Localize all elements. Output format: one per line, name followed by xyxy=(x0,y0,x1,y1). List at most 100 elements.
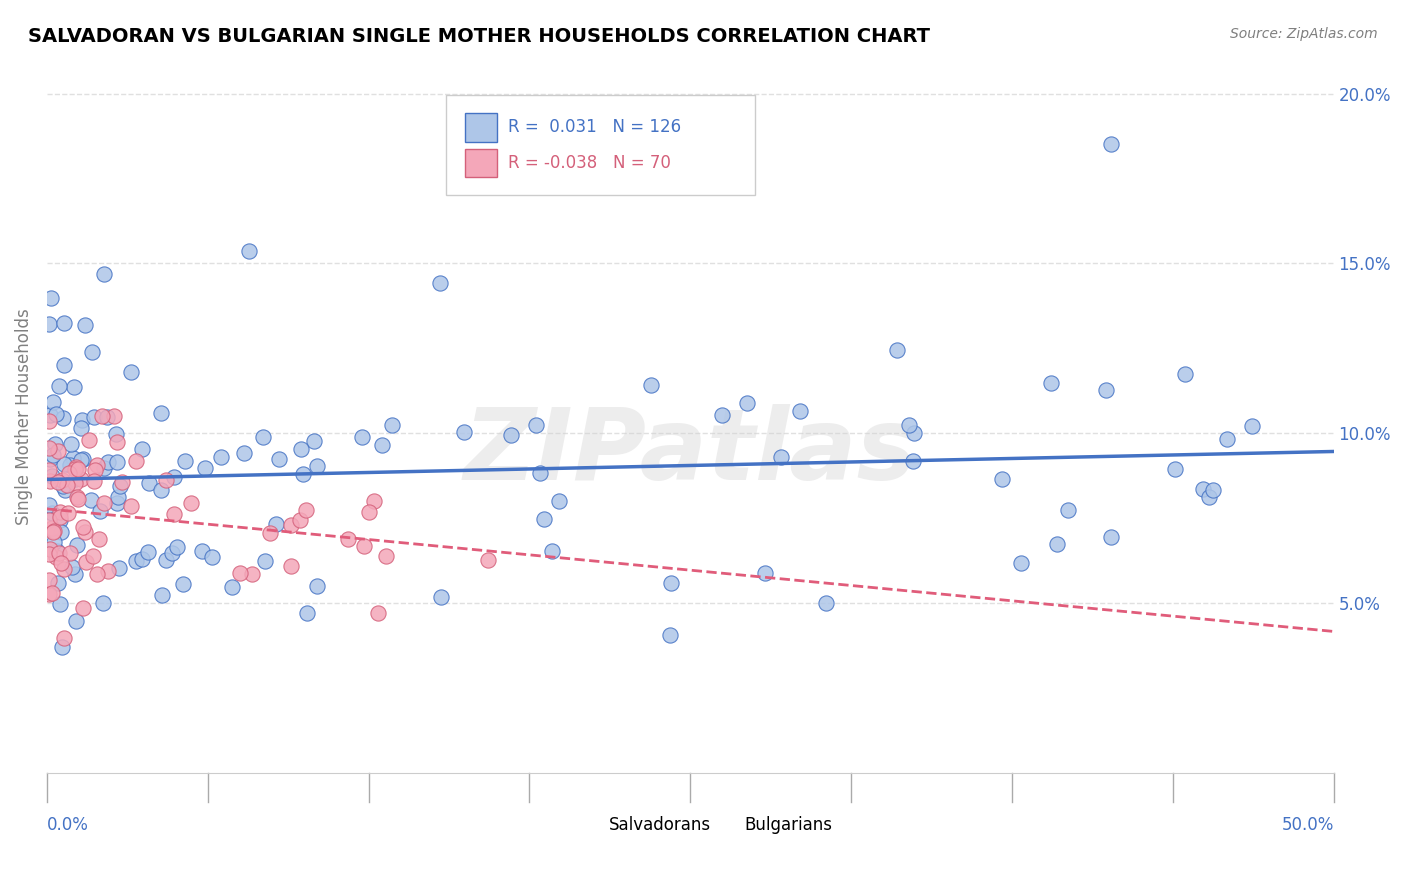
Bulgarians xyxy=(228,566,250,581)
Salvadorans xyxy=(292,467,315,482)
Salvadorans xyxy=(93,268,115,282)
Salvadorans xyxy=(352,430,374,444)
Bulgarians xyxy=(363,494,385,508)
Bulgarians xyxy=(240,566,263,581)
Bulgarians xyxy=(49,556,72,570)
Bulgarians xyxy=(56,478,79,492)
Salvadorans xyxy=(83,409,105,424)
Bulgarians xyxy=(46,444,69,458)
Bulgarians xyxy=(180,496,202,510)
Salvadorans xyxy=(60,437,83,451)
Bulgarians xyxy=(51,473,73,487)
Bulgarians xyxy=(38,573,60,587)
Salvadorans xyxy=(754,566,776,580)
Bulgarians xyxy=(38,414,60,428)
Salvadorans xyxy=(290,442,312,456)
Salvadorans xyxy=(131,442,153,456)
Salvadorans xyxy=(903,425,925,440)
Salvadorans xyxy=(80,345,103,359)
Salvadorans xyxy=(789,403,811,417)
Salvadorans xyxy=(238,244,260,258)
Salvadorans xyxy=(41,468,63,483)
Salvadorans xyxy=(38,317,60,331)
Salvadorans xyxy=(38,408,60,422)
Salvadorans xyxy=(541,544,564,558)
Salvadorans xyxy=(38,498,60,512)
Salvadorans xyxy=(48,576,70,591)
Salvadorans xyxy=(194,460,217,475)
Salvadorans xyxy=(62,380,84,394)
Bulgarians xyxy=(280,518,302,533)
Salvadorans xyxy=(42,535,65,549)
Bulgarians xyxy=(38,513,60,527)
Salvadorans xyxy=(93,461,115,475)
Salvadorans xyxy=(307,459,329,474)
Bulgarians xyxy=(163,508,186,522)
Text: SALVADORAN VS BULGARIAN SINGLE MOTHER HOUSEHOLDS CORRELATION CHART: SALVADORAN VS BULGARIAN SINGLE MOTHER HO… xyxy=(28,27,931,45)
Salvadorans xyxy=(201,550,224,565)
Salvadorans xyxy=(39,452,62,467)
Salvadorans xyxy=(91,596,114,610)
Salvadorans xyxy=(160,545,183,559)
Salvadorans xyxy=(191,543,214,558)
Salvadorans xyxy=(453,425,475,439)
Salvadorans xyxy=(737,396,759,410)
Text: 0.0%: 0.0% xyxy=(46,816,89,834)
Salvadorans xyxy=(221,580,243,594)
Text: Bulgarians: Bulgarians xyxy=(744,815,832,833)
Text: R = -0.038   N = 70: R = -0.038 N = 70 xyxy=(508,154,671,172)
Salvadorans xyxy=(711,409,734,423)
Salvadorans xyxy=(60,559,83,574)
Bulgarians xyxy=(44,524,66,538)
Bulgarians xyxy=(52,562,75,576)
Salvadorans xyxy=(898,418,921,433)
Salvadorans xyxy=(381,417,404,432)
Salvadorans xyxy=(70,453,93,467)
Salvadorans xyxy=(44,437,66,451)
Bulgarians xyxy=(288,513,311,527)
Salvadorans xyxy=(266,517,288,532)
Bulgarians xyxy=(82,549,104,563)
Bulgarians xyxy=(48,546,70,560)
Salvadorans xyxy=(232,445,254,459)
Salvadorans xyxy=(120,365,142,379)
Bulgarians xyxy=(374,549,396,563)
Salvadorans xyxy=(533,512,555,526)
Salvadorans xyxy=(49,513,72,527)
Salvadorans xyxy=(524,418,547,433)
Bulgarians xyxy=(86,458,108,472)
Bulgarians xyxy=(67,492,90,507)
Salvadorans xyxy=(901,453,924,467)
Salvadorans xyxy=(769,450,792,465)
Salvadorans xyxy=(1202,483,1225,497)
Salvadorans xyxy=(302,434,325,448)
Bulgarians xyxy=(90,409,112,424)
Text: 50.0%: 50.0% xyxy=(1281,816,1334,834)
Salvadorans xyxy=(1215,433,1237,447)
Salvadorans xyxy=(1198,490,1220,504)
Bulgarians xyxy=(41,585,63,599)
Bulgarians xyxy=(97,564,120,578)
Salvadorans xyxy=(72,451,94,466)
FancyBboxPatch shape xyxy=(581,813,605,838)
Bulgarians xyxy=(41,521,63,535)
Salvadorans xyxy=(1057,502,1080,516)
Bulgarians xyxy=(72,600,94,615)
Bulgarians xyxy=(110,475,132,489)
Salvadorans xyxy=(108,560,131,574)
Bulgarians xyxy=(353,539,375,553)
Salvadorans xyxy=(209,450,232,464)
Salvadorans xyxy=(305,579,328,593)
Salvadorans xyxy=(62,451,84,466)
Bulgarians xyxy=(87,532,110,546)
Salvadorans xyxy=(1099,136,1122,151)
Bulgarians xyxy=(477,553,499,567)
Salvadorans xyxy=(429,590,451,604)
Salvadorans xyxy=(89,504,111,518)
Bulgarians xyxy=(46,475,69,490)
Salvadorans xyxy=(105,426,128,441)
Salvadorans xyxy=(97,454,120,468)
Salvadorans xyxy=(105,496,128,510)
Bulgarians xyxy=(56,506,79,520)
Salvadorans xyxy=(48,378,70,392)
